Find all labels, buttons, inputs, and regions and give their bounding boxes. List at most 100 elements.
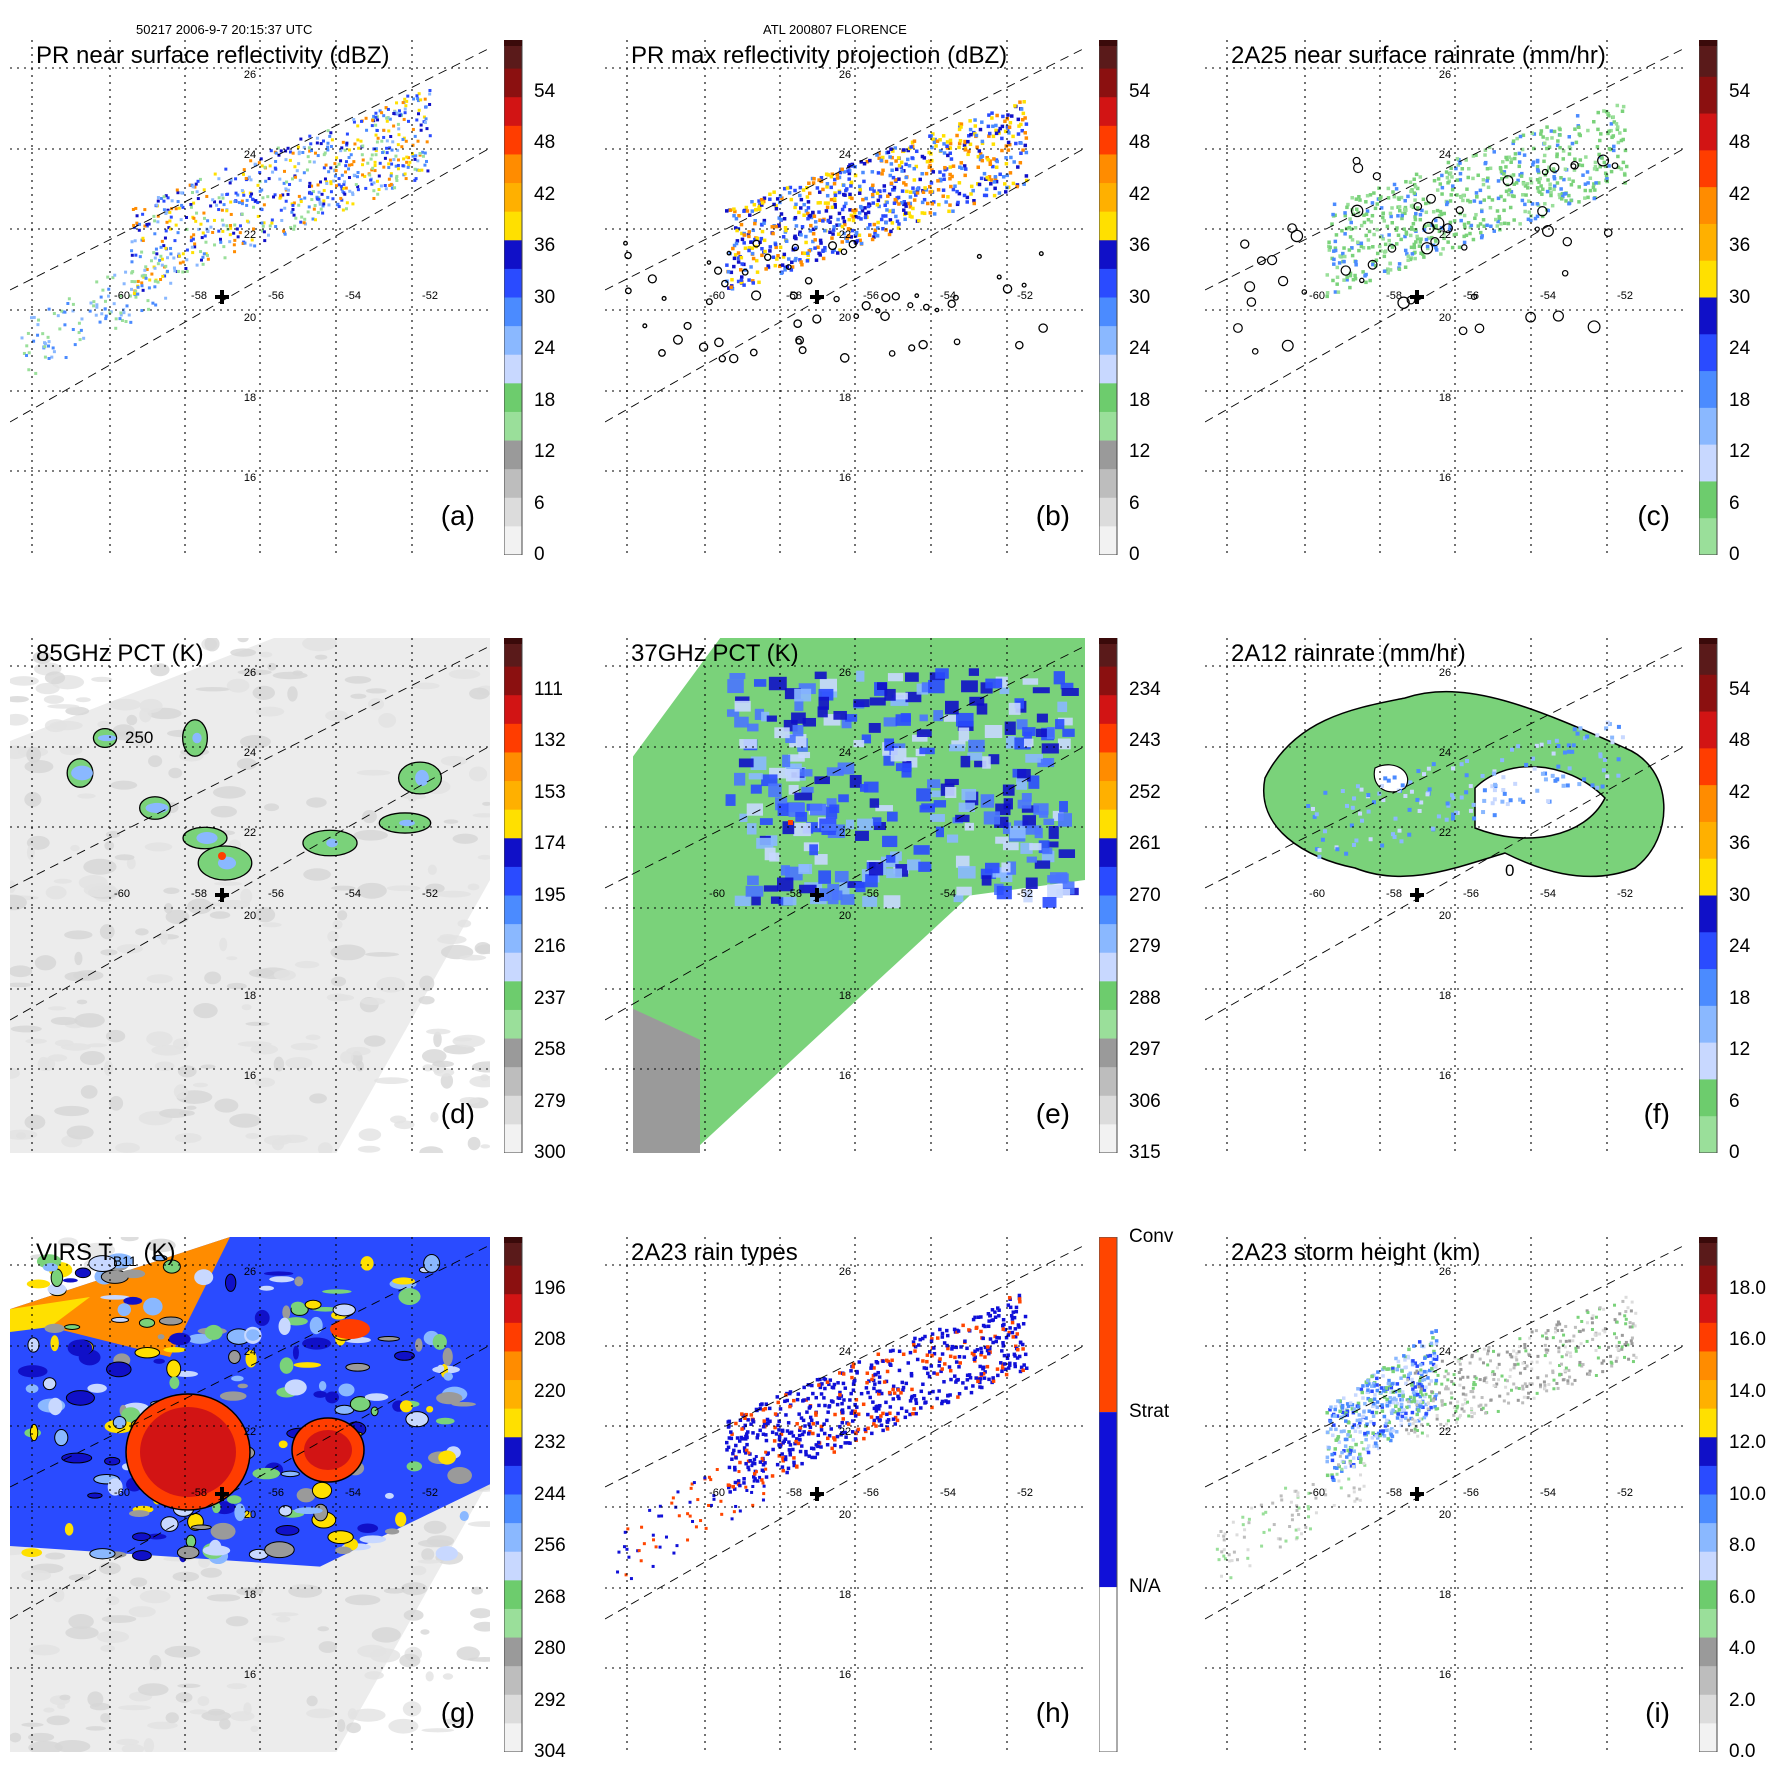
colorbar-tick-label: 306 bbox=[1129, 1090, 1161, 1112]
colorbar-tick-label: 261 bbox=[1129, 833, 1161, 855]
colorbar-tick-label: 216 bbox=[534, 936, 566, 958]
lat-label: 18 bbox=[1439, 392, 1451, 404]
lat-label: 24 bbox=[244, 747, 256, 759]
lat-label: 18 bbox=[1439, 990, 1451, 1002]
colorbar-tick-label: 42 bbox=[1729, 183, 1751, 205]
lon-label: -54 bbox=[940, 888, 956, 900]
lat-label: 18 bbox=[839, 392, 851, 404]
lat-label: 26 bbox=[244, 69, 256, 81]
colorbar-tick-label: 18 bbox=[534, 389, 556, 411]
colorbar-tick-label: 4.0 bbox=[1729, 1638, 1756, 1660]
lat-label: 24 bbox=[244, 1346, 256, 1358]
colorbar-tick-label: 280 bbox=[534, 1638, 566, 1660]
panel-title-text: 2A23 storm height (km) bbox=[1231, 1239, 1481, 1266]
colorbar-tick-label: 36 bbox=[534, 235, 556, 257]
orbit-timestamp-header: 50217 2006-9-7 20:15:37 UTC bbox=[136, 22, 313, 37]
lat-label: 22 bbox=[1439, 827, 1451, 839]
colorbar-ticks: 54 48 42 36 30 24 18 12 6 0 bbox=[1129, 40, 1189, 565]
lon-label: -60 bbox=[709, 888, 725, 900]
colorbar-tick-label: 12.0 bbox=[1729, 1432, 1766, 1454]
colorbar-tick-label: 36 bbox=[1729, 833, 1751, 855]
panel-title-text: VIRS T bbox=[36, 1239, 113, 1266]
lon-label: -54 bbox=[345, 290, 361, 302]
lon-label: -56 bbox=[863, 888, 879, 900]
lon-label: -60 bbox=[1309, 290, 1325, 302]
lon-label: -60 bbox=[114, 290, 130, 302]
lon-label: -52 bbox=[1017, 290, 1033, 302]
map-h: -60-58-56-54-52-50262422201816 bbox=[605, 1237, 1085, 1752]
colorbar-tick-label: 237 bbox=[534, 987, 566, 1009]
colorbar-tick-label: 30 bbox=[1729, 884, 1751, 906]
lat-label: 18 bbox=[244, 1589, 256, 1601]
map-i: -60-58-56-54-52-50262422201816 bbox=[1205, 1237, 1685, 1752]
lat-label: 26 bbox=[839, 69, 851, 81]
lon-label: -52 bbox=[1017, 888, 1033, 900]
colorbar-tick-label: 258 bbox=[534, 1039, 566, 1061]
colorbar-tick-label: 12 bbox=[1729, 441, 1751, 463]
colorbar-tick-label: 12 bbox=[1129, 441, 1151, 463]
lat-label: 20 bbox=[839, 312, 851, 324]
lon-label: -52 bbox=[1617, 1487, 1633, 1499]
colorbar-tick-label: 42 bbox=[1129, 183, 1151, 205]
lat-label: 20 bbox=[1439, 910, 1451, 922]
colorbar-ticks: 196 208 220 232 244 256 268 280 292 304 bbox=[534, 1237, 594, 1762]
colorbar-tick-label: 36 bbox=[1729, 235, 1751, 257]
colorbar-tick-label: 16.0 bbox=[1729, 1329, 1766, 1351]
lon-label: -58 bbox=[786, 1487, 802, 1499]
storm-center-marker bbox=[810, 888, 824, 902]
lat-label: 18 bbox=[839, 1589, 851, 1601]
map-g: -60-58-56-54-52-50262422201816 bbox=[10, 1237, 490, 1752]
colorbar-tick-label: 244 bbox=[534, 1483, 566, 1505]
colorbar-tick-label: 8.0 bbox=[1729, 1535, 1756, 1557]
lon-label: -54 bbox=[940, 290, 956, 302]
colorbar-tick-label: 42 bbox=[1729, 781, 1751, 803]
colorbar bbox=[1699, 1237, 1718, 1752]
colorbar bbox=[504, 1237, 523, 1752]
lon-label: -58 bbox=[191, 290, 207, 302]
colorbar-ticks: 54 48 42 36 30 24 18 12 6 0 bbox=[1729, 638, 1771, 1163]
colorbar-tick-label: 48 bbox=[1729, 730, 1751, 752]
lon-label: -56 bbox=[268, 1487, 284, 1499]
lat-label: 24 bbox=[839, 747, 851, 759]
lon-label: -56 bbox=[268, 290, 284, 302]
panel-label: (g) bbox=[440, 1697, 475, 1728]
lat-label: 26 bbox=[244, 667, 256, 679]
colorbar bbox=[1699, 638, 1718, 1153]
colorbar-tick-label: Strat bbox=[1129, 1401, 1170, 1423]
colorbar-ticks: Conv Strat N/A bbox=[1129, 1226, 1189, 1752]
lat-label: 26 bbox=[1439, 69, 1451, 81]
colorbar-tick-label: 18 bbox=[1729, 987, 1751, 1009]
colorbar-tick-label: 0 bbox=[1129, 544, 1140, 565]
colorbar-tick-label: 208 bbox=[534, 1329, 566, 1351]
colorbar-tick-label: 111 bbox=[534, 679, 563, 700]
panel-e: -60-58-56-54-52-5026242220181637GHz PCT … bbox=[605, 638, 1195, 1163]
panel-c: -60-58-56-54-52-502624222018162A25 near … bbox=[1205, 40, 1771, 565]
map-b: -60-58-56-54-52-50262422201816 bbox=[605, 40, 1085, 555]
lon-label: -60 bbox=[709, 1487, 725, 1499]
colorbar-tick-label: 2.0 bbox=[1729, 1689, 1756, 1711]
storm-name-header: ATL 200807 FLORENCE bbox=[763, 22, 907, 37]
storm-center-marker bbox=[1410, 1487, 1424, 1501]
lat-label: 20 bbox=[1439, 1509, 1451, 1521]
contour-label: 250 bbox=[125, 728, 153, 747]
colorbar-tick-label: 232 bbox=[534, 1432, 566, 1454]
colorbar-tick-label: 54 bbox=[1729, 679, 1751, 700]
colorbar-tick-label: 288 bbox=[1129, 987, 1161, 1009]
lat-label: 20 bbox=[244, 312, 256, 324]
map-f: -60-58-56-54-52-502624222018160 bbox=[1205, 638, 1685, 1153]
lat-label: 22 bbox=[244, 827, 256, 839]
lon-label: -56 bbox=[1463, 1487, 1479, 1499]
lat-label: 16 bbox=[839, 472, 851, 484]
lon-label: -60 bbox=[114, 888, 130, 900]
map-c: -60-58-56-54-52-50262422201816 bbox=[1205, 40, 1685, 555]
colorbar-tick-label: 10.0 bbox=[1729, 1483, 1766, 1505]
lon-label: -54 bbox=[345, 1487, 361, 1499]
contour-label: 0 bbox=[1505, 861, 1514, 880]
panel-title-text: 37GHz PCT (K) bbox=[631, 640, 799, 667]
panel-title: 2A12 rainrate (mm/hr) bbox=[1231, 640, 1466, 668]
lon-label: -58 bbox=[1386, 888, 1402, 900]
lat-label: 20 bbox=[839, 910, 851, 922]
panel-label: (c) bbox=[1637, 500, 1670, 531]
lat-label: 16 bbox=[839, 1669, 851, 1681]
